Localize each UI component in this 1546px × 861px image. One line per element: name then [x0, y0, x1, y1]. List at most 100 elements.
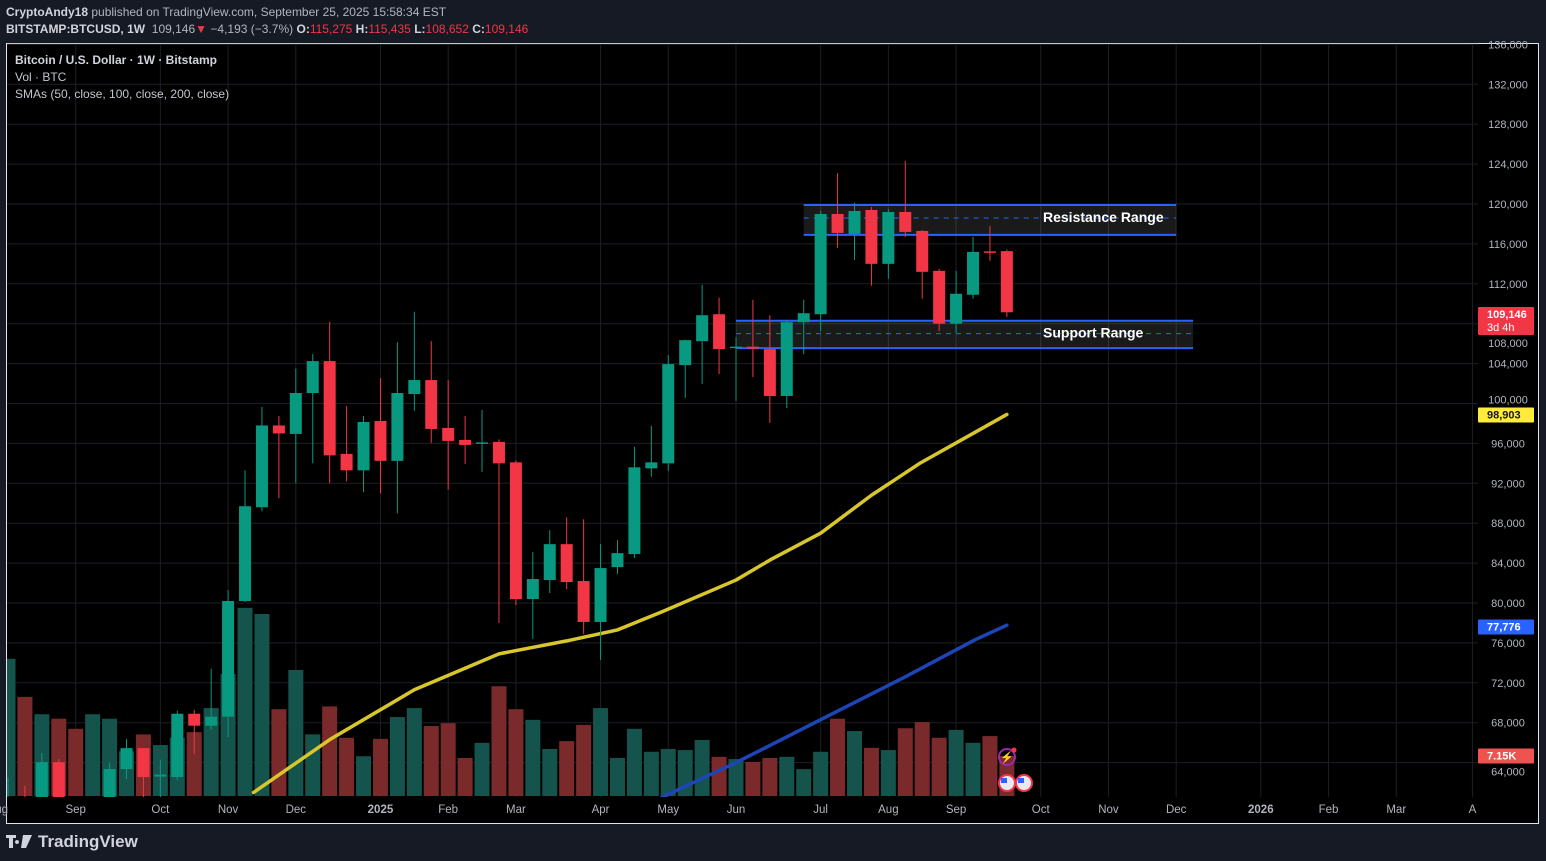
time-axis[interactable]: Aug Sep Oct Nov Dec 2025 Feb Mar Apr May Jun Jul Aug…	[0, 804, 1477, 816]
time-tick-label: May	[657, 804, 679, 816]
legend-smas[interactable]: SMAs (50, close, 100, close, 200, close)	[15, 87, 230, 101]
candle-body	[729, 346, 742, 349]
volume-bar	[643, 751, 659, 796]
volume-bar	[711, 756, 727, 796]
candle-body	[746, 346, 759, 349]
price-axis[interactable]: 64,000 68,000 72,000 76,000 80,000 84,000 88,0…	[1488, 39, 1528, 778]
sma50-line	[251, 412, 1009, 795]
candle-body	[2, 813, 14, 832]
candle-body	[205, 716, 218, 726]
price-tick-label: 136,000	[1488, 39, 1528, 51]
volume-bar	[356, 756, 372, 796]
price-tick-label: 124,000	[1488, 159, 1528, 171]
price-tick-label: 76,000	[1491, 638, 1525, 650]
volume-bar	[609, 757, 625, 796]
author-name[interactable]: CryptoAndy18	[6, 5, 89, 19]
candle-body	[899, 211, 912, 232]
candle-body	[408, 380, 421, 395]
volume-bar	[576, 724, 592, 796]
candle-body	[442, 427, 455, 441]
candle-body	[526, 579, 539, 600]
volume-bar	[965, 742, 981, 796]
candle-body	[272, 425, 285, 434]
price-tick-label: 112,000	[1489, 279, 1528, 291]
tradingview-logo[interactable]: TradingView	[6, 832, 138, 852]
volume-bar	[880, 750, 896, 796]
volume-bar	[508, 709, 524, 796]
published-text: published on TradingView.com, September …	[91, 5, 447, 19]
volume-bar	[406, 708, 422, 796]
sma100-badge	[1478, 619, 1534, 635]
legend-volume[interactable]: Vol · BTC	[15, 70, 67, 84]
volume-bar	[847, 731, 862, 796]
candle-body	[679, 340, 692, 366]
sma100-line	[659, 623, 1009, 797]
candle-body	[967, 251, 980, 295]
volume-bar	[694, 740, 710, 796]
candle-body	[52, 762, 65, 797]
tradingview-logo-icon	[6, 835, 32, 848]
time-tick-label: Mar	[1386, 804, 1406, 816]
candle-body	[797, 313, 810, 323]
time-tick-label: Oct	[151, 804, 170, 816]
volume-bar	[423, 726, 439, 796]
candle-body	[306, 361, 319, 394]
sma100-badge-text: 77,776	[1487, 622, 1521, 634]
candle-body	[560, 544, 573, 583]
candle-body	[543, 544, 556, 581]
candle-body	[374, 420, 387, 461]
candle-body	[933, 270, 946, 324]
volume-bar	[17, 696, 33, 796]
flag-canton-icon	[1018, 778, 1024, 783]
price-tick-label: 96,000	[1491, 438, 1525, 450]
time-tick-label: Dec	[1166, 804, 1187, 816]
candle-body	[476, 442, 489, 444]
lightning-event-icon[interactable]	[998, 748, 1016, 766]
candle-body	[1000, 251, 1013, 313]
volume-bar	[779, 756, 795, 796]
time-tick-label: Nov	[218, 804, 239, 816]
volume-bar	[288, 670, 304, 796]
volume-bar	[542, 748, 558, 796]
candle-body	[154, 774, 167, 777]
range-annotations[interactable]: Resistance Range Support Range	[735, 203, 1194, 350]
volume-bar	[203, 708, 219, 796]
volume-badge	[1478, 748, 1534, 764]
publish-info: CryptoAndy18 published on TradingView.co…	[6, 5, 446, 19]
sma-lines	[251, 412, 1009, 797]
volume-bar	[305, 734, 321, 796]
low-value: 108,652	[425, 22, 469, 36]
volume-bar	[254, 614, 270, 796]
brand-name: TradingView	[38, 832, 138, 851]
sma50-badge	[1478, 407, 1534, 423]
candle-body	[103, 769, 116, 797]
volume-bar	[813, 751, 829, 796]
volume-bar	[863, 747, 879, 796]
candle-body	[577, 581, 590, 622]
open-label: O:	[296, 22, 310, 36]
symbol-summary: BITSTAMP:BTCUSD, 1W 109,146▼ −4,193 (−3.…	[6, 22, 528, 36]
volume-bar	[796, 769, 812, 796]
price-change: −4,193 (−3.7%)	[210, 22, 294, 36]
time-tick-label: Sep	[65, 804, 85, 816]
volume-bar	[982, 736, 998, 796]
candle-body	[239, 506, 252, 602]
time-tick-label: Dec	[286, 804, 307, 816]
candle-body	[865, 209, 878, 264]
volume-bar	[271, 709, 287, 796]
legend-symbol[interactable]: Bitcoin / U.S. Dollar · 1W · Bitstamp	[15, 53, 218, 67]
price-tick-label: 100,000	[1488, 395, 1528, 407]
candle-body	[831, 213, 844, 233]
time-tick-label: Mar	[506, 804, 526, 816]
price-tick-label: 92,000	[1491, 478, 1525, 490]
candle-body	[662, 364, 675, 464]
price-tick-label: 84,000	[1491, 558, 1525, 570]
candle-body	[696, 315, 709, 342]
open-value: 115,275	[309, 22, 353, 36]
volume-bar	[237, 607, 253, 796]
candle-body	[35, 762, 48, 797]
candle-body	[916, 230, 929, 272]
candle-body	[255, 425, 268, 508]
event-icons[interactable]: ⚡	[998, 747, 1033, 792]
